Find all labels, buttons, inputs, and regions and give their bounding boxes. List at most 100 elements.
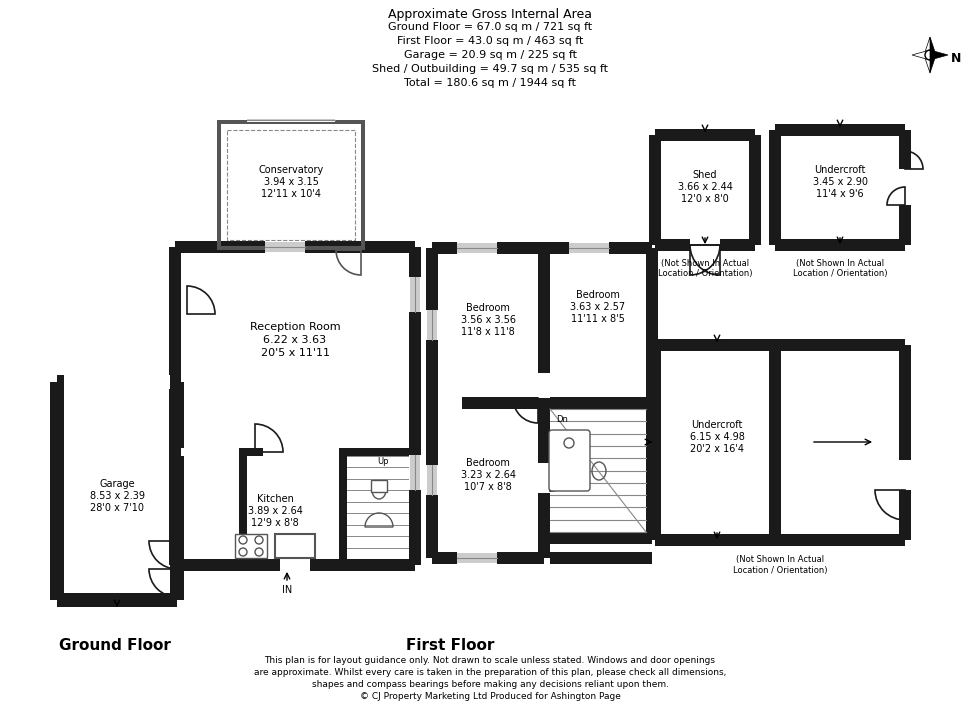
Text: IN: IN: [282, 585, 292, 595]
Bar: [64, 375, 170, 389]
Bar: [426, 465, 438, 495]
Text: Bedroom: Bedroom: [466, 458, 510, 468]
Text: Reception Room: Reception Room: [250, 322, 340, 332]
Text: Up: Up: [377, 457, 388, 466]
Bar: [235, 534, 267, 558]
Bar: [217, 120, 221, 250]
Text: 12'11 x 10'4: 12'11 x 10'4: [261, 189, 321, 199]
Polygon shape: [912, 50, 930, 60]
Bar: [426, 310, 438, 340]
Text: 6.15 x 4.98: 6.15 x 4.98: [690, 432, 745, 442]
Bar: [457, 242, 497, 254]
Text: Location / Orientation): Location / Orientation): [793, 269, 887, 278]
Bar: [175, 247, 415, 565]
Text: Bedroom: Bedroom: [466, 303, 510, 313]
Text: Undercroft: Undercroft: [691, 420, 743, 430]
Bar: [432, 552, 544, 564]
Bar: [371, 480, 387, 492]
Bar: [646, 403, 658, 538]
Bar: [263, 448, 339, 456]
Text: 3.23 x 2.64: 3.23 x 2.64: [461, 470, 515, 480]
Bar: [410, 277, 420, 312]
Bar: [247, 118, 335, 122]
Text: 8.53 x 2.39: 8.53 x 2.39: [89, 491, 144, 501]
Text: 3.56 x 3.56: 3.56 x 3.56: [461, 315, 515, 325]
Bar: [655, 345, 905, 540]
Bar: [427, 465, 437, 495]
Bar: [239, 452, 247, 559]
Bar: [655, 135, 755, 245]
Bar: [655, 534, 905, 546]
Bar: [57, 382, 177, 600]
Text: Undercroft: Undercroft: [814, 165, 865, 175]
FancyBboxPatch shape: [549, 430, 590, 491]
Bar: [265, 242, 305, 252]
Bar: [655, 239, 755, 251]
Bar: [427, 310, 437, 340]
Bar: [775, 130, 905, 245]
Bar: [569, 242, 609, 254]
Polygon shape: [924, 37, 930, 55]
Bar: [538, 409, 550, 558]
Bar: [457, 243, 497, 253]
Text: 3.89 x 2.64: 3.89 x 2.64: [248, 506, 303, 516]
Bar: [181, 448, 239, 456]
Text: 6.22 x 3.63: 6.22 x 3.63: [264, 335, 326, 345]
Bar: [217, 120, 365, 250]
Text: shapes and compass bearings before making any decisions reliant upon them.: shapes and compass bearings before makin…: [312, 680, 668, 689]
Text: © CJ Property Marketing Ltd Produced for Ashington Page: © CJ Property Marketing Ltd Produced for…: [360, 692, 620, 701]
Bar: [538, 254, 550, 403]
Bar: [749, 135, 761, 245]
Bar: [409, 455, 421, 490]
Bar: [655, 339, 905, 351]
Text: This plan is for layout guidance only. Not drawn to scale unless stated. Windows: This plan is for layout guidance only. N…: [265, 656, 715, 665]
Bar: [649, 135, 661, 245]
Bar: [550, 552, 652, 564]
Bar: [899, 345, 911, 540]
Bar: [181, 448, 409, 456]
Bar: [438, 397, 462, 409]
Text: Shed: Shed: [693, 170, 717, 180]
Bar: [57, 593, 177, 607]
Polygon shape: [930, 37, 936, 55]
Text: 11'8 x 11'8: 11'8 x 11'8: [462, 327, 514, 337]
Text: 3.63 x 2.57: 3.63 x 2.57: [570, 302, 625, 312]
Text: 3.45 x 2.90: 3.45 x 2.90: [812, 177, 867, 187]
Text: (Not Shown In Actual: (Not Shown In Actual: [736, 555, 824, 564]
Bar: [280, 559, 310, 571]
Bar: [457, 552, 497, 564]
Text: N: N: [951, 51, 961, 64]
Bar: [175, 241, 415, 253]
Bar: [410, 455, 420, 490]
Text: Shed / Outbuilding = 49.7 sq m / 535 sq ft: Shed / Outbuilding = 49.7 sq m / 535 sq …: [372, 64, 608, 74]
Bar: [50, 382, 64, 600]
Bar: [169, 247, 181, 565]
Text: (Not Shown In Actual: (Not Shown In Actual: [661, 259, 749, 268]
Bar: [227, 130, 355, 240]
Bar: [775, 124, 905, 136]
Text: (Not Shown In Actual: (Not Shown In Actual: [796, 259, 884, 268]
Bar: [409, 247, 421, 565]
Bar: [339, 452, 347, 559]
Bar: [175, 559, 415, 571]
Text: Bedroom: Bedroom: [576, 290, 620, 300]
Text: Garage = 20.9 sq m / 225 sq ft: Garage = 20.9 sq m / 225 sq ft: [404, 50, 576, 60]
Bar: [899, 130, 911, 245]
Bar: [217, 246, 365, 250]
Text: Conservatory: Conservatory: [259, 165, 323, 175]
Bar: [170, 382, 184, 600]
Text: are approximate. Whilst every care is taken in the preparation of this plan, ple: are approximate. Whilst every care is ta…: [254, 668, 726, 677]
Text: Location / Orientation): Location / Orientation): [733, 566, 827, 575]
Bar: [769, 351, 781, 534]
Text: 12'9 x 8'8: 12'9 x 8'8: [251, 518, 299, 528]
Text: 3.66 x 2.44: 3.66 x 2.44: [677, 182, 732, 192]
Bar: [361, 120, 365, 250]
Bar: [649, 345, 661, 540]
Text: 11'4 x 9'6: 11'4 x 9'6: [816, 189, 863, 199]
Text: 20'2 x 16'4: 20'2 x 16'4: [690, 444, 744, 454]
Bar: [550, 532, 652, 544]
Text: First Floor: First Floor: [406, 638, 494, 653]
Text: 3.94 x 3.15: 3.94 x 3.15: [264, 177, 318, 187]
Bar: [899, 169, 911, 205]
Bar: [426, 248, 438, 558]
